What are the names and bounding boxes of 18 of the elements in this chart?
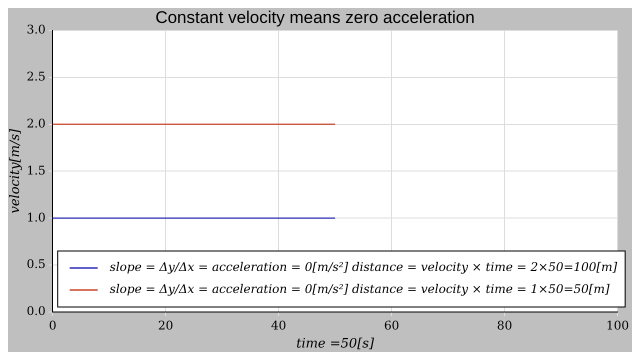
y-tick-label: 0.5 — [26, 257, 46, 272]
y-tick-label: 2.5 — [26, 69, 46, 84]
x-tick-label: 100 — [606, 318, 629, 332]
chart-title: Constant velocity means zero acceleration — [155, 8, 475, 27]
x-tick-label: 40 — [270, 318, 286, 332]
x-tick-label: 0 — [48, 318, 57, 332]
x-axis-title: time =50[s] — [296, 336, 375, 352]
legend-label: slope = Δy/Δx = acceleration = 0[m/s²] distance = velocity × time = 1×50=50[m] — [110, 282, 610, 296]
y-tick-label: 1.0 — [26, 210, 46, 224]
x-tick-label: 80 — [496, 318, 512, 332]
y-axis-title: velocity[m/s] — [8, 128, 24, 214]
y-tick-label: 3.0 — [26, 22, 46, 37]
x-tick-label: 60 — [384, 318, 400, 332]
y-tick-label: 1.5 — [26, 163, 46, 178]
legend-label: slope = Δy/Δx = acceleration = 0[m/s²] distance = velocity × time = 2×50=100[m] — [110, 260, 618, 274]
y-tick-label: 0.0 — [26, 304, 46, 318]
y-tick-label: 2.0 — [26, 116, 46, 130]
x-tick-label: 20 — [158, 318, 174, 332]
